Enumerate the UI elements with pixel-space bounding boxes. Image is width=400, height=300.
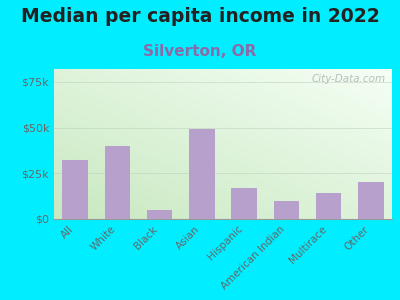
Bar [147,210,172,219]
Bar [189,129,214,219]
Bar [358,182,384,219]
Bar [316,194,341,219]
Text: City-Data.com: City-Data.com [311,74,385,83]
Bar [62,160,88,219]
Bar [274,201,299,219]
Bar [105,146,130,219]
Text: Silverton, OR: Silverton, OR [143,44,257,59]
Text: Median per capita income in 2022: Median per capita income in 2022 [21,8,379,26]
Bar [232,188,257,219]
